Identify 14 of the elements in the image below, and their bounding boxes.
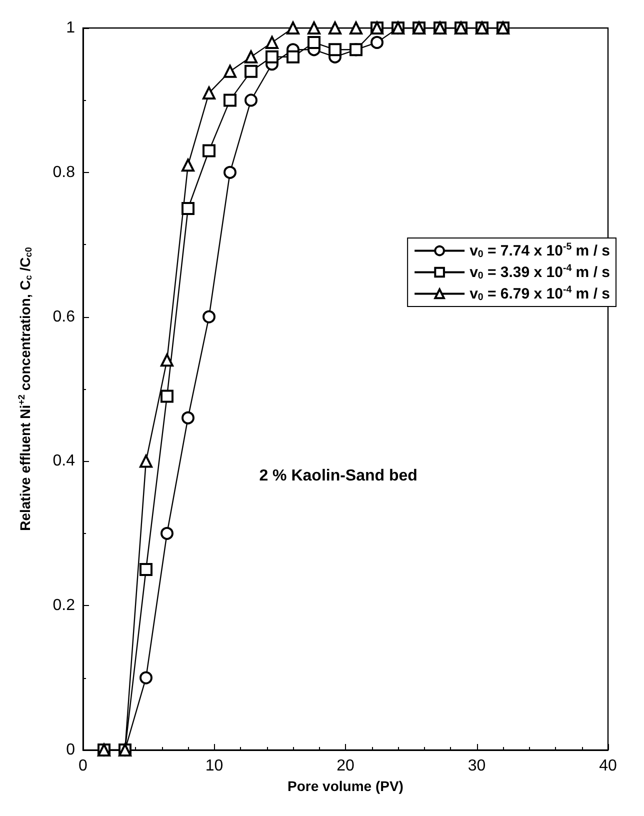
y-tick-label: 0.2 xyxy=(52,597,76,614)
y-tick-label: 0.4 xyxy=(52,452,76,470)
y-tick-label: 0.6 xyxy=(52,308,76,326)
x-tick-label: 0 xyxy=(78,758,88,774)
y-axis-title: Relative effluent Ni+2 concentration, Cc /Cc0 xyxy=(16,247,34,531)
x-tick-label: 40 xyxy=(599,758,617,774)
y-tick-label: 0.8 xyxy=(52,164,76,181)
annotation: 2 % Kaolin-Sand bed xyxy=(259,468,418,484)
y-tick-label: 0 xyxy=(66,742,76,758)
x-tick-label: 30 xyxy=(468,758,486,774)
x-tick-label: 20 xyxy=(336,758,354,774)
x-tick-label: 10 xyxy=(205,758,224,774)
y-tick-label: 1 xyxy=(66,20,76,36)
x-axis-title: Pore volume (PV) xyxy=(288,778,404,794)
